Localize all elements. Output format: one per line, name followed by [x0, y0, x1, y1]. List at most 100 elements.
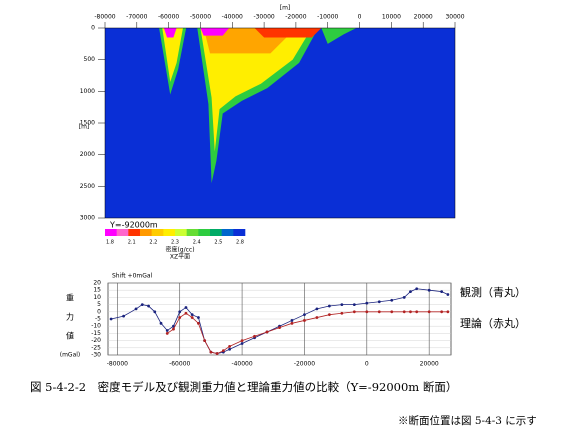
series-point: [440, 310, 444, 314]
section-y-tick-label: 500: [84, 56, 96, 63]
series-point: [159, 321, 163, 325]
series-point: [290, 321, 294, 325]
series-point: [352, 303, 356, 306]
series-point: [446, 310, 450, 314]
series-point: [340, 311, 344, 315]
section-x-tick-label: 10000: [382, 14, 401, 21]
density-body: [200, 28, 230, 36]
section-x-tick-label: 30000: [445, 14, 464, 21]
series-point: [184, 311, 188, 315]
colorbar-swatch: [116, 229, 129, 236]
series-point: [215, 352, 219, 355]
colorbar-swatch: [186, 229, 199, 236]
series-point: [240, 342, 244, 345]
section-x-tick-label: -60000: [158, 14, 179, 21]
y-tick-label: -15: [91, 330, 101, 337]
y-tick-label: 10: [93, 294, 101, 301]
colorbar-swatch: [233, 229, 246, 236]
section-y-unit: [m]: [79, 124, 90, 131]
legend-entry: 理論（赤丸）: [460, 316, 526, 330]
series-point: [327, 304, 331, 308]
series-point: [427, 288, 431, 292]
section-y-tick-label: 3000: [80, 215, 95, 222]
section-x-tick-label: -80000: [94, 14, 115, 21]
y-tick-label: 0: [97, 308, 101, 315]
y-axis-label: 力: [66, 312, 74, 322]
y-tick-label: -25: [91, 344, 101, 351]
y-axis-label: 重: [66, 293, 74, 303]
colorbar-label: 2.8: [236, 240, 244, 246]
colorbar-swatch: [221, 229, 234, 236]
x-tick-label: -40000: [231, 361, 252, 368]
series-point: [172, 324, 175, 328]
section-x-tick-label: -20000: [285, 14, 306, 21]
series-point: [165, 332, 169, 335]
series-point: [221, 349, 225, 353]
series-point: [415, 287, 419, 291]
series-point: [303, 319, 306, 322]
section-y-tick-label: 1000: [80, 88, 95, 95]
series-point: [178, 316, 182, 319]
series-point: [209, 350, 213, 354]
series-point: [377, 300, 381, 304]
colorbar-subtitle: XZ平面: [170, 254, 190, 261]
series-point: [190, 313, 194, 317]
series-point: [122, 314, 125, 318]
profile-label: Y=-92000m: [109, 221, 158, 230]
series-point: [315, 307, 319, 311]
series-point: [315, 316, 319, 319]
colorbar-swatch: [128, 229, 141, 236]
section-x-tick-label: -30000: [253, 14, 274, 21]
series-point: [377, 310, 381, 314]
y-tick-label: 15: [93, 287, 101, 294]
y-tick-label: -5: [95, 316, 101, 323]
caption: 図 5-4-2-2 密度モデル及び観測重力値と理論重力値の比較（Y=-92000…: [30, 380, 457, 394]
colorbar-swatch: [163, 229, 176, 236]
x-tick-label: -20000: [294, 361, 315, 368]
density-body: [321, 28, 357, 44]
colorbar-label: 2.2: [149, 240, 157, 246]
y-tick-label: -30: [91, 352, 101, 359]
series-point: [427, 310, 431, 314]
density-body: [254, 28, 322, 38]
series-point: [197, 321, 200, 325]
series-point: [340, 303, 344, 306]
series-point: [327, 313, 331, 317]
series-point: [365, 301, 369, 305]
density-body: [162, 28, 183, 82]
section-y-tick-label: 2000: [80, 151, 95, 158]
section-x-tick-label: -50000: [190, 14, 211, 21]
section-y-tick-label: 2500: [80, 183, 95, 190]
series-point: [278, 326, 281, 330]
section-x-tick-label: 20000: [414, 14, 433, 21]
colorbar-swatch: [140, 229, 152, 236]
shift-label: Shift +0mGal: [112, 273, 153, 280]
series-point: [440, 290, 444, 294]
series-point: [290, 319, 294, 322]
series-point: [409, 310, 412, 314]
note: ※断面位置は図 5-4-3 に示す: [398, 414, 537, 427]
colorbar-swatch: [175, 229, 187, 236]
series-point: [390, 298, 394, 302]
colorbar-swatch: [105, 229, 117, 236]
section-x-tick-label: -10000: [317, 14, 338, 21]
series-point: [172, 327, 175, 331]
colorbar-label: 2.5: [214, 240, 222, 246]
section-frame: [104, 27, 456, 219]
series-point: [365, 310, 369, 314]
series-point: [446, 293, 450, 296]
section-x-unit: [m]: [280, 5, 291, 12]
section-x-tick-label: -70000: [126, 14, 147, 21]
series-point: [253, 334, 256, 338]
density-body: [200, 28, 312, 152]
series-point: [203, 339, 207, 342]
series-point: [228, 344, 232, 348]
density-body: [163, 28, 177, 38]
y-tick-label: 20: [93, 280, 101, 287]
colorbar-swatch: [210, 229, 222, 236]
colorbar-swatch: [198, 229, 211, 236]
series-point: [109, 317, 113, 321]
series-point: [165, 329, 169, 332]
series-point: [402, 296, 406, 299]
